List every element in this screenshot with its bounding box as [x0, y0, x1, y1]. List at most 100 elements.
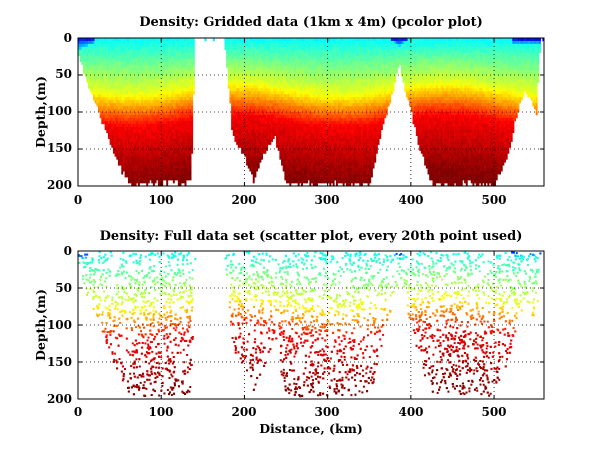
pcolor-cell	[126, 79, 129, 83]
pcolor-cell	[144, 70, 147, 74]
pcolor-cell	[311, 114, 313, 119]
pcolor-cell	[136, 55, 139, 60]
pcolor-cell	[139, 85, 142, 89]
pcolor-cell	[112, 106, 115, 110]
pcolor-cell	[299, 88, 302, 92]
pcolor-cell	[166, 52, 169, 57]
pcolor-cell	[91, 85, 94, 89]
pcolor-cell	[281, 91, 283, 95]
pcolor-cell	[267, 70, 270, 74]
pcolor-cell	[261, 150, 264, 154]
pcolor-cell	[172, 156, 175, 160]
pcolor-cell	[191, 138, 194, 142]
pcolor-cell	[101, 46, 104, 51]
pcolor-cell	[97, 49, 100, 54]
pcolor-cell	[231, 64, 234, 68]
pcolor-cell	[289, 112, 292, 116]
pcolor-cell	[119, 109, 122, 113]
pcolor-cell	[107, 123, 110, 128]
pcolor-cell	[84, 49, 87, 54]
pcolor-cell	[182, 132, 185, 136]
pcolor-cell	[277, 79, 280, 83]
pcolor-cell	[227, 85, 230, 89]
pcolor-cell	[247, 150, 250, 154]
pcolor-cell	[172, 43, 175, 48]
pcolor-cell	[289, 52, 292, 57]
pcolor-cell	[114, 49, 117, 54]
pcolor-cell	[127, 168, 130, 172]
pcolor-cell	[251, 73, 254, 77]
pcolor-cell	[144, 97, 147, 101]
pcolor-cell	[174, 100, 177, 104]
pcolor-cell	[157, 38, 160, 42]
pcolor-cell	[232, 129, 235, 134]
pcolor-cell	[281, 153, 283, 157]
pcolor-cell	[301, 156, 303, 160]
pcolor-cell	[242, 52, 245, 57]
pcolor-cell	[119, 129, 122, 134]
pcolor-cell	[134, 114, 137, 119]
pcolor-cell	[162, 109, 165, 113]
pcolor-cell	[122, 38, 125, 42]
pcolor-cell	[134, 112, 137, 116]
pcolor-cell	[159, 85, 162, 89]
pcolor-cell	[182, 123, 185, 128]
pcolor-cell	[266, 79, 269, 83]
pcolor-cell	[141, 40, 144, 45]
pcolor-cell	[112, 58, 115, 62]
pcolor-cell	[247, 91, 250, 95]
pcolor-cell	[301, 132, 303, 136]
pcolor-cell	[259, 40, 262, 45]
pcolor-cell	[311, 147, 313, 151]
pcolor-cell	[119, 159, 122, 163]
pcolor-cell	[302, 135, 305, 139]
pcolor-cell	[231, 67, 234, 71]
pcolor-cell	[247, 46, 250, 51]
pcolor-cell	[291, 106, 293, 110]
pcolor-cell	[112, 46, 115, 51]
pcolor-cell	[287, 112, 290, 116]
pcolor-cell	[259, 58, 262, 62]
pcolor-cell	[149, 61, 152, 65]
pcolor-cell	[109, 58, 112, 62]
pcolor-cell	[287, 61, 290, 65]
pcolor-cell	[262, 88, 265, 92]
pcolor-cell	[109, 117, 112, 122]
pcolor-cell	[112, 150, 115, 154]
pcolor-cell	[257, 82, 260, 86]
pcolor-cell	[172, 70, 175, 74]
pcolor-cell	[187, 120, 190, 125]
pcolor-cell	[96, 88, 99, 92]
pcolor-cell	[157, 156, 160, 160]
pcolor-cell	[134, 109, 137, 113]
pcolor-cell	[304, 79, 307, 83]
pcolor-cell	[189, 129, 192, 134]
pcolor-cell	[81, 40, 84, 45]
pcolor-cell	[287, 123, 290, 128]
pcolor-cell	[289, 138, 292, 142]
pcolor-cell	[296, 156, 298, 160]
pcolor-cell	[292, 43, 295, 48]
pcolor-cell	[289, 103, 292, 107]
pcolor-cell	[122, 138, 125, 142]
pcolor-cell	[152, 49, 155, 54]
pcolor-cell	[144, 64, 147, 68]
pcolor-cell	[169, 85, 172, 89]
pcolor-cell	[254, 61, 257, 65]
pcolor-cell	[171, 61, 174, 65]
pcolor-cell	[309, 85, 312, 89]
pcolor-cell	[266, 40, 269, 45]
pcolor-cell	[267, 49, 270, 54]
pcolor-cell	[241, 97, 244, 101]
pcolor-cell	[186, 85, 189, 89]
pcolor-cell	[124, 97, 127, 101]
pcolor-cell	[234, 55, 237, 60]
pcolor-cell	[167, 132, 170, 136]
pcolor-cell	[244, 70, 247, 74]
pcolor-cell	[142, 141, 145, 145]
pcolor-cell	[142, 67, 145, 71]
pcolor-cell	[306, 129, 308, 134]
pcolor-cell	[239, 64, 242, 68]
pcolor-cell	[271, 117, 274, 122]
pcolor-cell	[94, 94, 97, 98]
